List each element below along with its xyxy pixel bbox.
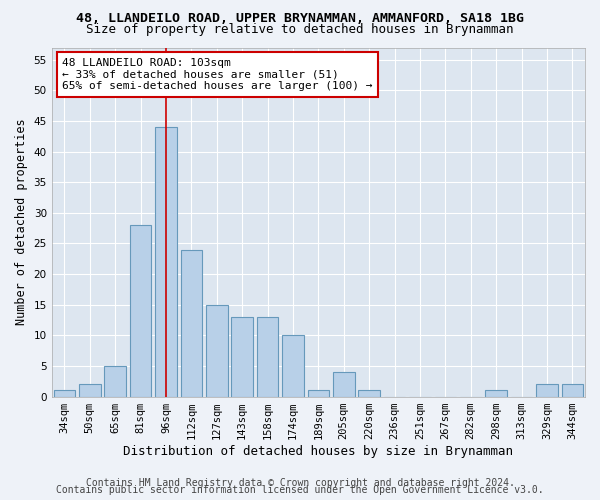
Bar <box>155 127 177 396</box>
Bar <box>181 250 202 396</box>
Bar <box>130 225 151 396</box>
Bar <box>232 317 253 396</box>
Bar <box>562 384 583 396</box>
Bar <box>79 384 101 396</box>
Bar <box>257 317 278 396</box>
Text: Size of property relative to detached houses in Brynamman: Size of property relative to detached ho… <box>86 22 514 36</box>
Y-axis label: Number of detached properties: Number of detached properties <box>15 118 28 326</box>
Bar <box>104 366 126 396</box>
X-axis label: Distribution of detached houses by size in Brynamman: Distribution of detached houses by size … <box>124 444 514 458</box>
Bar <box>536 384 557 396</box>
Bar <box>333 372 355 396</box>
Bar <box>308 390 329 396</box>
Text: 48, LLANDEILO ROAD, UPPER BRYNAMMAN, AMMANFORD, SA18 1BG: 48, LLANDEILO ROAD, UPPER BRYNAMMAN, AMM… <box>76 12 524 26</box>
Text: 48 LLANDEILO ROAD: 103sqm
← 33% of detached houses are smaller (51)
65% of semi-: 48 LLANDEILO ROAD: 103sqm ← 33% of detac… <box>62 58 373 91</box>
Text: Contains HM Land Registry data © Crown copyright and database right 2024.: Contains HM Land Registry data © Crown c… <box>86 478 514 488</box>
Bar <box>358 390 380 396</box>
Bar <box>485 390 507 396</box>
Bar <box>206 304 227 396</box>
Bar <box>282 336 304 396</box>
Text: Contains public sector information licensed under the Open Government Licence v3: Contains public sector information licen… <box>56 485 544 495</box>
Bar <box>53 390 75 396</box>
